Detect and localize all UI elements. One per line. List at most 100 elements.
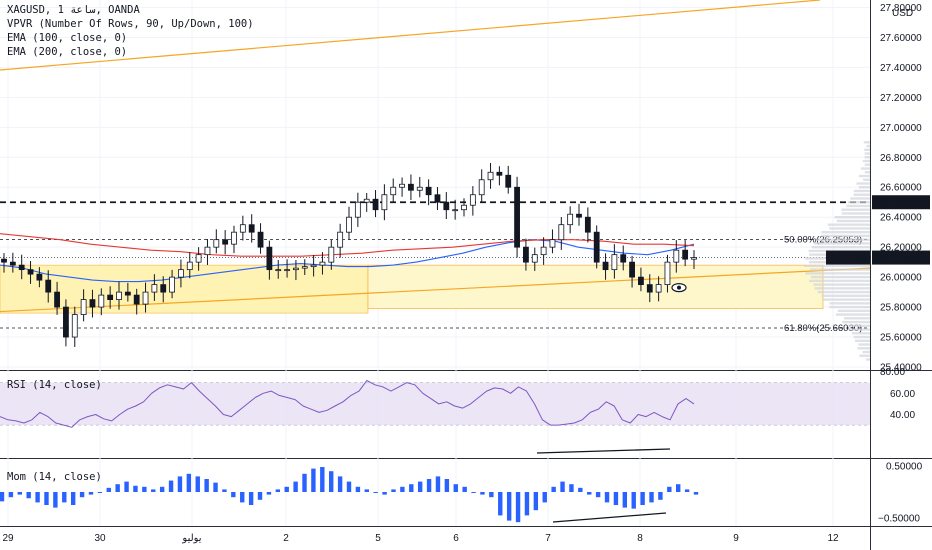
candle-up <box>399 183 405 188</box>
momentum-bar <box>177 476 183 492</box>
demand-zone-left <box>0 264 369 314</box>
volume-profile-bar <box>866 144 870 148</box>
candle-up <box>169 276 175 293</box>
price-axis: 27.80000 27.60000 27.40000 27.20000 27.00000… <box>826 3 930 525</box>
symbol-legend[interactable]: XAGUSD, 1 ساعة, OANDA <box>7 4 140 16</box>
momentum-bar <box>284 486 289 492</box>
time-tick-label: يوليو <box>181 533 201 544</box>
volume-profile-bar <box>850 197 870 200</box>
price-tick-label: 26.80000 <box>880 153 922 164</box>
candle-up <box>239 224 246 233</box>
volume-profile-bar <box>856 182 870 185</box>
momentum-bar <box>578 487 583 492</box>
candle-up <box>611 254 618 271</box>
momentum-bar <box>684 489 690 492</box>
momentum-bar <box>44 492 49 505</box>
price-tick-label: 25.60000 <box>880 333 922 344</box>
rsi-legend[interactable]: RSI (14, close) <box>7 379 102 391</box>
time-tick-label: 30 <box>94 533 106 544</box>
momentum-bar <box>417 481 423 492</box>
volume-profile-bar <box>864 148 870 151</box>
volume-profile-bar <box>808 279 870 283</box>
candle-up <box>478 179 485 196</box>
candle-up <box>337 231 344 248</box>
time-tick-label: 29 <box>2 533 14 544</box>
volume-profile-bar <box>866 358 870 361</box>
momentum-bar <box>435 476 441 492</box>
momentum-bar <box>631 492 636 509</box>
level-price-label: 26.50000 <box>878 198 920 209</box>
volume-profile-bar <box>859 354 870 357</box>
price-tick-label: 27.20000 <box>880 93 922 104</box>
ema100-legend[interactable]: EMA (100, close, 0) <box>7 32 128 44</box>
volume-profile-bar <box>804 264 870 268</box>
volume-profile-bar <box>857 347 870 350</box>
candle-down <box>266 246 273 271</box>
candle-up <box>549 239 556 248</box>
price-tick-label: 27.40000 <box>880 63 922 74</box>
volume-profile-bar <box>853 335 870 339</box>
mom-legend[interactable]: Mom (14, close) <box>7 471 102 483</box>
momentum-bar <box>489 492 494 498</box>
candle-down <box>18 264 25 271</box>
candle-down <box>523 246 529 263</box>
volume-profile-bar <box>821 230 870 234</box>
rsi-line <box>0 380 695 428</box>
symbol-tag-label: XAGUSD <box>829 253 871 264</box>
momentum-bar <box>462 486 467 492</box>
candle-up <box>116 291 122 300</box>
candle-down <box>496 171 503 176</box>
candle-up <box>461 204 467 211</box>
volume-profile-bar <box>862 350 870 354</box>
time-tick-label: 9 <box>733 533 739 544</box>
momentum-bar <box>391 489 396 492</box>
volume-profile-bar <box>844 317 870 320</box>
candle-up <box>151 284 158 293</box>
candle-up <box>186 261 193 271</box>
momentum-bar <box>35 492 40 503</box>
candle-up <box>567 213 574 226</box>
candle-down <box>248 224 255 233</box>
candle-up <box>540 246 547 256</box>
time-tick-label: 6 <box>453 533 459 544</box>
volume-profile-bar <box>854 339 870 342</box>
candle-up <box>655 284 662 293</box>
candle-down <box>372 198 379 211</box>
candle-up <box>284 269 290 272</box>
currency-label: USD <box>892 8 913 19</box>
momentum-bar <box>213 482 218 492</box>
momentum-bar <box>400 486 405 492</box>
momentum-pane <box>0 467 699 523</box>
volume-profile-bar <box>814 287 870 290</box>
mom-tick-label: 0.50000 <box>886 462 923 473</box>
momentum-bar <box>26 492 31 499</box>
price-zones <box>0 264 824 314</box>
price-tick-label: 26.60000 <box>880 183 922 194</box>
price-tick-label: 25.40000 <box>880 363 922 374</box>
candle-down <box>408 183 414 191</box>
candle-down <box>160 284 167 293</box>
price-tick-label: 26.00000 <box>880 273 922 284</box>
volume-profile-bar <box>821 294 870 298</box>
candle-down <box>505 174 512 188</box>
volume-profile-bar <box>835 313 870 316</box>
ema100-line <box>0 239 695 283</box>
candle-up <box>487 171 494 181</box>
ema200-line <box>0 233 695 257</box>
candle-up <box>452 209 459 212</box>
candle-up <box>293 267 299 271</box>
vpvr-legend[interactable]: VPVR (Number Of Rows, 90, Up/Down, 100) <box>7 18 254 30</box>
momentum-bar <box>142 486 147 492</box>
volume-profile-bar <box>823 298 870 301</box>
ema200-legend[interactable]: EMA (200, close, 0) <box>7 46 128 58</box>
time-tick-label: 5 <box>375 533 381 544</box>
momentum-bar <box>231 492 236 498</box>
candle-up <box>142 291 149 305</box>
momentum-bar <box>204 479 209 492</box>
candle-up <box>204 246 211 256</box>
candle-up <box>416 186 423 191</box>
time-tick-label: 7 <box>545 533 551 544</box>
momentum-bar <box>275 489 281 492</box>
rsi-tick-label: 40.00 <box>890 410 915 421</box>
